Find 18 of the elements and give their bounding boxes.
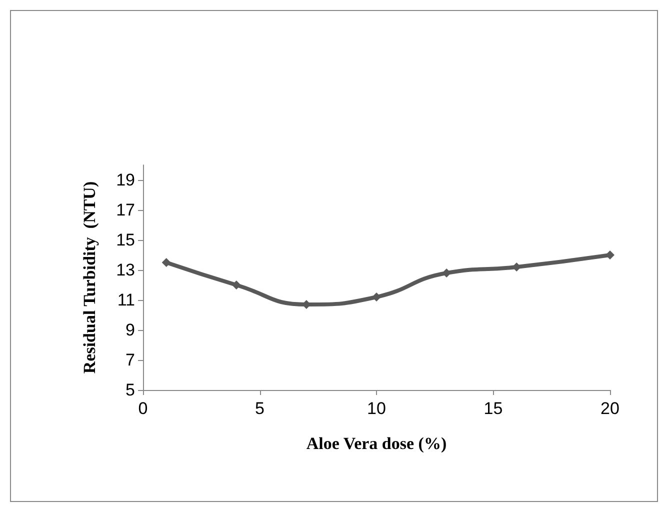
x-tick-label: 5 xyxy=(255,399,264,418)
point xyxy=(162,258,171,267)
point xyxy=(232,280,241,290)
y-tick-label: 9 xyxy=(126,320,135,340)
y-axis-title: Residual Turbidity (NTU) xyxy=(80,181,99,374)
point xyxy=(372,292,381,302)
y-tick-label: 13 xyxy=(116,260,135,280)
x-tick-label: 20 xyxy=(600,399,620,418)
y-tick-label: 17 xyxy=(116,200,135,220)
y-tick-label: 15 xyxy=(116,230,135,250)
y-tick-label: 7 xyxy=(126,350,135,370)
x-tick-label: 10 xyxy=(367,399,386,418)
y-tick-label: 5 xyxy=(126,380,135,400)
x-tick-label: 15 xyxy=(484,399,503,418)
x-axis-title: Aloe Vera dose (%) xyxy=(306,434,447,453)
y-tick-label: 19 xyxy=(116,170,135,190)
y-tick-label: 11 xyxy=(117,290,135,310)
x-tick-label: 0 xyxy=(138,399,148,418)
